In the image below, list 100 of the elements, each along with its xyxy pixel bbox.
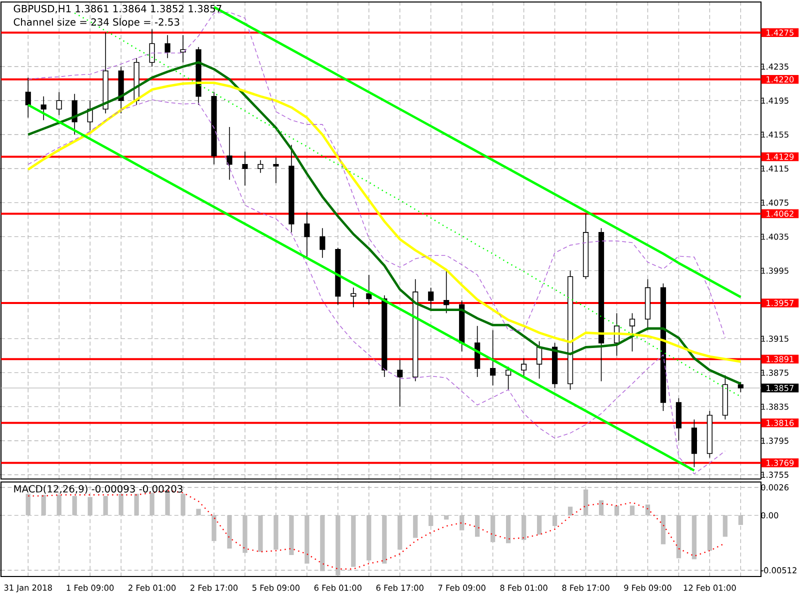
bar [320, 515, 325, 572]
y-tick-label: 1.4195 [762, 98, 788, 104]
bar [722, 515, 728, 537]
candlestick [629, 312, 636, 352]
y-tick-label: 1.4035 [762, 234, 788, 240]
ref-line-label: 1.3857 [766, 384, 794, 392]
bar [103, 496, 108, 516]
candlestick [25, 77, 31, 118]
x-tick-label: 5 Feb 09:00 [252, 584, 300, 591]
bar [88, 497, 92, 516]
candlestick [180, 34, 186, 63]
bar [72, 496, 77, 516]
bar [134, 494, 139, 516]
bar [676, 515, 682, 558]
candlestick [304, 212, 310, 258]
bar [645, 504, 650, 516]
candlestick [536, 340, 542, 380]
y-tick-label: 1.3835 [762, 404, 788, 410]
bar [707, 515, 712, 551]
bar [227, 515, 232, 549]
candlestick [320, 228, 326, 258]
candlestick [164, 34, 170, 59]
candlestick [258, 160, 264, 174]
bar [304, 515, 310, 564]
candlestick [226, 126, 232, 180]
bar [26, 494, 30, 516]
x-tick-label: 2 Feb 01:00 [128, 584, 176, 591]
bar [212, 515, 216, 542]
bar [180, 494, 186, 516]
bar [692, 515, 697, 560]
bar [568, 506, 573, 516]
bar [274, 515, 278, 550]
x-tick-label: 1 Feb 09:00 [66, 584, 114, 591]
y-tick-label: 1.4155 [762, 132, 788, 138]
bar [351, 515, 356, 567]
x-tick-label: 8 Feb 01:00 [500, 584, 548, 591]
y-tick-label: 1.3915 [762, 336, 788, 342]
y-tick-label: -0.00512 [761, 567, 796, 574]
y-tick-label: 0.0026 [761, 484, 789, 490]
candlestick [273, 157, 279, 184]
ref-line-label: 1.3816 [766, 420, 794, 426]
x-tick-label: 31 Jan 2018 [4, 584, 52, 592]
text: Channel size = 234 Slope = -2.53 [14, 18, 180, 28]
candlestick [56, 92, 62, 116]
bar [413, 515, 418, 538]
bar [614, 506, 620, 516]
bar [258, 515, 263, 552]
bar [490, 515, 496, 542]
y-tick-label: 1.3755 [762, 472, 788, 478]
x-tick-label: 12 Feb 01:00 [684, 584, 736, 591]
candlestick [40, 96, 46, 121]
y-tick-label: 1.3995 [762, 268, 788, 274]
y-tick-label: 1.4235 [762, 64, 788, 70]
bar [660, 515, 666, 544]
candlestick [738, 382, 744, 393]
y-tick-label: 1.4075 [762, 200, 788, 206]
bar [583, 490, 588, 516]
ref-line-label: 1.3891 [766, 356, 794, 362]
candlestick [242, 151, 248, 186]
line-series [74, 12, 742, 398]
candlestick [490, 330, 496, 386]
ref-line-label: 1.4129 [766, 154, 794, 160]
ref-line-label: 1.3957 [766, 300, 794, 306]
y-tick-label: 0.00 [761, 512, 778, 518]
bar [428, 515, 434, 526]
bar [536, 515, 542, 535]
bar [366, 515, 372, 560]
bar [506, 515, 511, 544]
candlestick [366, 274, 372, 306]
candlestick [428, 287, 434, 310]
bar [41, 494, 46, 516]
ref-line-label: 1.3769 [766, 460, 794, 466]
y-tick-label: 1.3795 [762, 438, 788, 444]
bar [382, 515, 387, 564]
bar [460, 515, 464, 530]
ref-line-label: 1.4220 [766, 76, 794, 82]
bar [242, 515, 248, 553]
ref-line-label: 1.4275 [766, 30, 794, 36]
bar [56, 494, 62, 516]
x-tick-label: 6 Feb 01:00 [314, 584, 362, 591]
x-tick-label: 2 Feb 17:00 [190, 584, 238, 591]
x-tick-label: 9 Feb 09:00 [624, 584, 672, 591]
bar [630, 506, 635, 516]
candlestick [444, 270, 450, 314]
candlestick [350, 287, 356, 308]
bar [398, 515, 402, 550]
bar [475, 515, 480, 537]
bar [196, 508, 201, 516]
x-tick-label: 6 Feb 17:00 [376, 584, 424, 591]
x-tick-label: 7 Feb 09:00 [438, 584, 486, 591]
bar [521, 515, 526, 540]
candlestick [149, 28, 155, 68]
chart-title: MACD(12,26,9) -0.00093 -0.00203 [14, 484, 182, 494]
candlestick [521, 358, 527, 378]
bar [552, 515, 558, 526]
bar [336, 515, 340, 576]
bar [598, 500, 604, 516]
bar [738, 515, 744, 525]
bar [289, 515, 294, 556]
y-tick-label: 1.4115 [762, 166, 788, 172]
